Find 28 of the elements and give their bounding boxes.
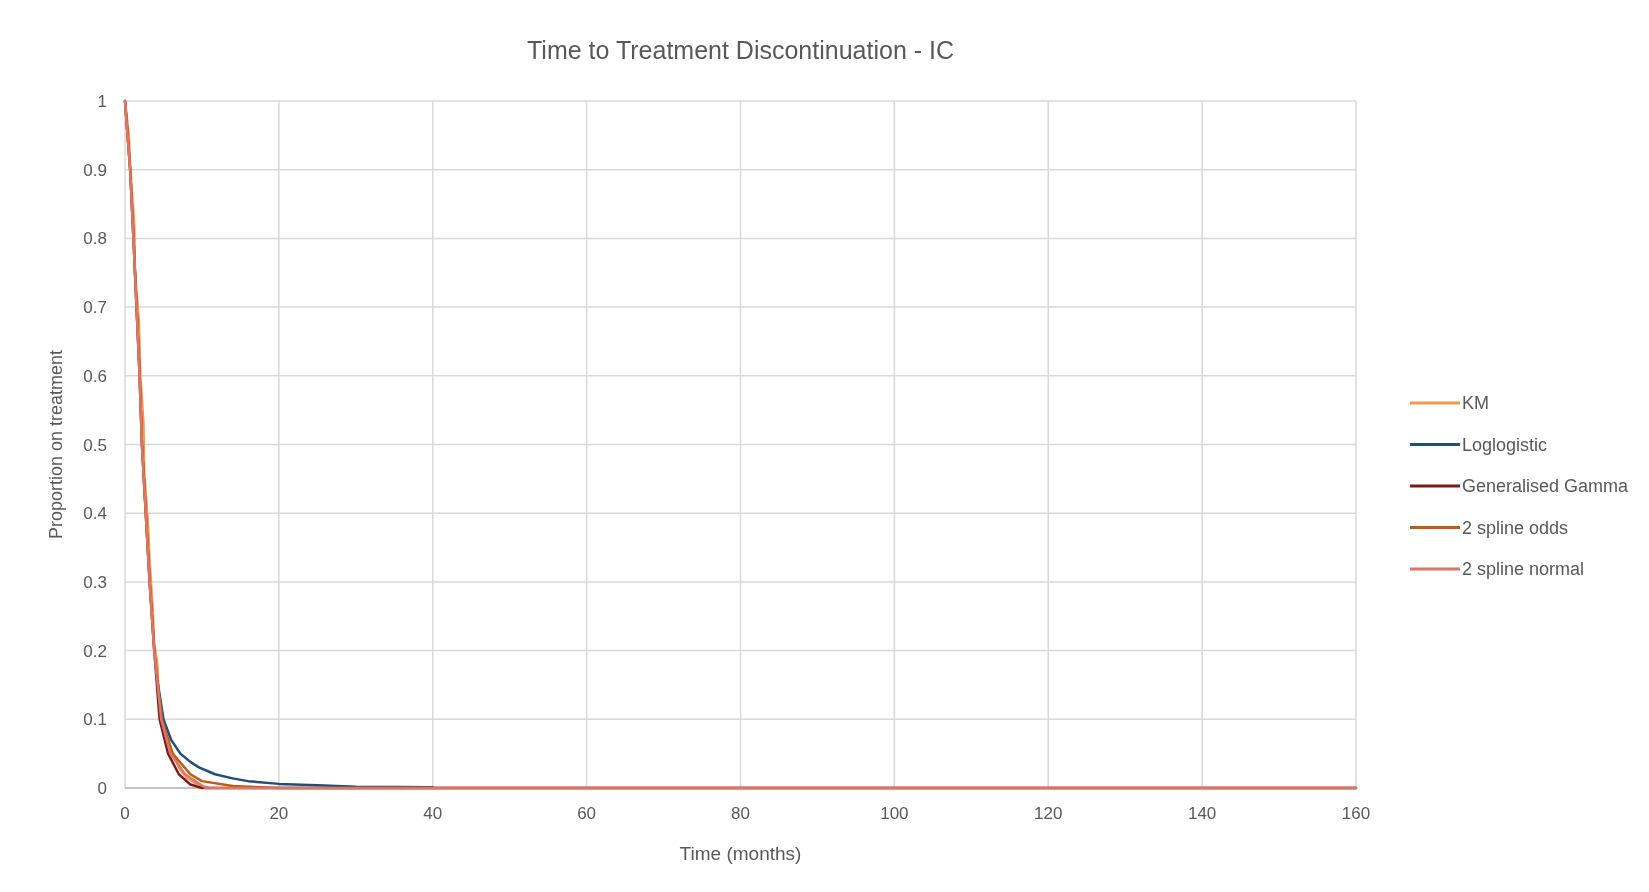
x-tick-label: 0	[120, 804, 130, 823]
legend-label: KM	[1462, 393, 1489, 413]
x-axis-title: Time (months)	[679, 843, 802, 864]
y-tick-label: 1	[97, 92, 107, 111]
y-tick-label: 0.5	[83, 435, 107, 455]
legend-label: 2 spline normal	[1462, 559, 1585, 579]
y-tick-label: 0.3	[83, 572, 107, 592]
y-tick-label: 0.1	[83, 710, 107, 730]
y-tick-label: 0.7	[83, 298, 107, 318]
y-axis-title: Proportion on treatment	[46, 349, 66, 540]
x-tick-label: 160	[1341, 804, 1371, 823]
y-tick-label: 0.8	[83, 229, 107, 249]
legend-label: 2 spline odds	[1462, 517, 1569, 538]
y-tick-label: 0.9	[83, 160, 107, 180]
legend-label: Generalised Gamma	[1462, 476, 1630, 496]
x-tick-label: 80	[731, 804, 750, 823]
legend-label: Loglogistic	[1462, 434, 1548, 455]
y-tick-label: 0.2	[83, 641, 107, 661]
x-tick-label: 120	[1034, 804, 1063, 823]
x-tick-label: 20	[269, 804, 289, 823]
y-tick-label: 0.4	[83, 504, 107, 524]
x-tick-label: 100	[880, 804, 909, 823]
y-tick-label: 0	[97, 779, 107, 798]
x-tick-label: 40	[423, 804, 443, 823]
chart-title: Time to Treatment Discontinuation - IC	[526, 36, 955, 64]
x-tick-label: 60	[577, 804, 597, 823]
y-tick-label: 0.6	[83, 366, 107, 386]
x-tick-label: 140	[1187, 804, 1217, 823]
